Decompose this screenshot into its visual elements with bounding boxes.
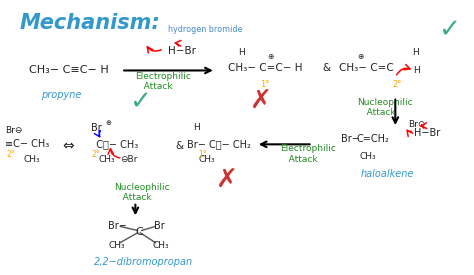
Text: H−Br: H−Br <box>168 46 196 56</box>
Text: C: C <box>136 227 143 237</box>
Text: ✓: ✓ <box>438 16 460 42</box>
Text: Br⊙: Br⊙ <box>408 120 426 129</box>
Text: ✓: ✓ <box>129 89 151 115</box>
Text: 2°: 2° <box>392 80 401 89</box>
Text: 1°: 1° <box>198 150 207 159</box>
Text: ✗: ✗ <box>216 167 238 193</box>
Text: CH₃− C≡C− H: CH₃− C≡C− H <box>29 65 109 75</box>
Text: Nucleophilic
   Attack: Nucleophilic Attack <box>357 98 413 117</box>
Text: CH₃: CH₃ <box>359 152 376 161</box>
Text: CH₃: CH₃ <box>109 241 125 250</box>
Text: Nucleophilic
   Attack: Nucleophilic Attack <box>114 183 170 202</box>
Text: Br−: Br− <box>341 134 360 144</box>
Text: CH₃: CH₃ <box>153 241 170 250</box>
Text: &: & <box>175 141 184 151</box>
Text: CH₃: CH₃ <box>198 155 215 164</box>
Text: H: H <box>193 123 201 133</box>
Text: ⊕: ⊕ <box>268 52 274 61</box>
Text: propyne: propyne <box>41 90 81 100</box>
Text: ≡C− CH₃: ≡C− CH₃ <box>5 139 50 149</box>
Text: C⌕− CH₃: C⌕− CH₃ <box>90 139 138 149</box>
Text: ⊕: ⊕ <box>106 120 111 126</box>
Text: Mechanism:: Mechanism: <box>19 13 160 33</box>
Text: Br− C⌕− CH₂: Br− C⌕− CH₂ <box>187 139 251 149</box>
Text: ⇔: ⇔ <box>62 139 74 153</box>
Text: ✗: ✗ <box>250 87 273 114</box>
Text: Br−: Br− <box>109 221 128 231</box>
Text: 1°: 1° <box>260 80 269 89</box>
Text: H: H <box>412 48 419 57</box>
Text: CH₃: CH₃ <box>99 155 115 164</box>
Text: CH₃− C=C: CH₃− C=C <box>338 63 393 73</box>
Text: ⊖Br: ⊖Br <box>120 155 137 164</box>
Text: 2,2−dibromopropan: 2,2−dibromopropan <box>94 257 193 267</box>
Text: H−Br: H−Br <box>414 128 440 138</box>
Text: CH₃: CH₃ <box>23 155 40 164</box>
Text: CH₃− C=C− H: CH₃− C=C− H <box>228 63 302 73</box>
Text: Electrophilic
   Attack: Electrophilic Attack <box>281 144 337 164</box>
Text: Electrophilic
   Attack: Electrophilic Attack <box>136 72 191 91</box>
Text: H: H <box>238 48 245 57</box>
Text: H: H <box>413 66 419 75</box>
Text: Br: Br <box>91 123 102 133</box>
Text: Br: Br <box>155 221 165 231</box>
Text: hydrogen bromide: hydrogen bromide <box>168 25 243 34</box>
Text: 2°: 2° <box>7 150 16 159</box>
Text: Br⊖: Br⊖ <box>5 126 23 135</box>
Text: C=CH₂: C=CH₂ <box>356 134 389 144</box>
Text: haloalkene: haloalkene <box>361 169 414 180</box>
Text: &: & <box>322 63 330 73</box>
Text: ⊕: ⊕ <box>357 52 364 61</box>
Text: 2°: 2° <box>92 150 100 159</box>
